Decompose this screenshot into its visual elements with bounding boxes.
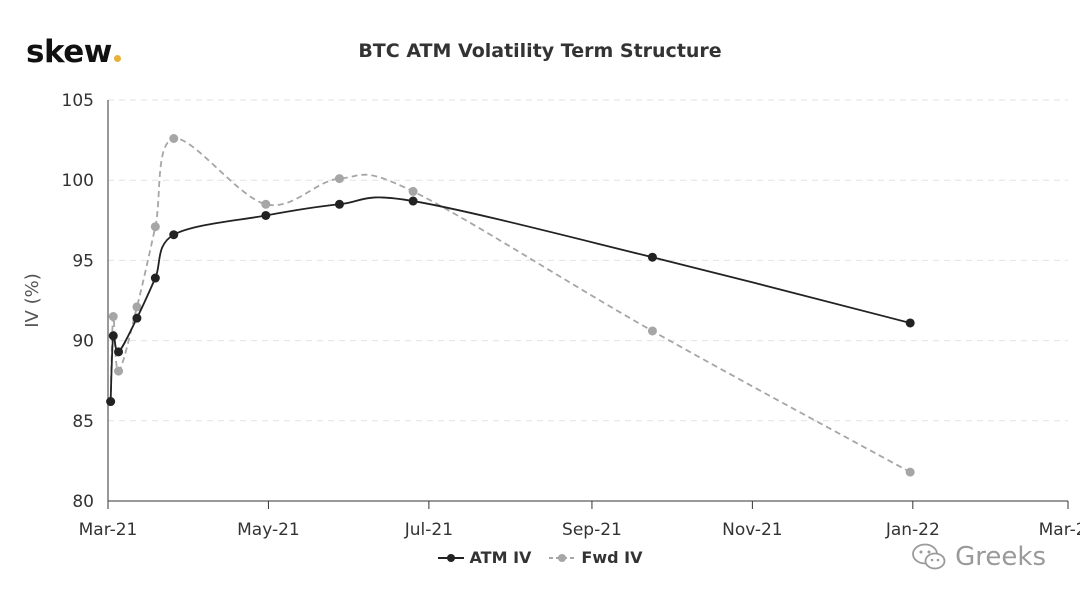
x-tick-label: Jul-21 [404,520,453,540]
y-tick-label: 90 [72,332,94,352]
data-point-fwd-iv [905,467,915,477]
data-point-fwd-iv [408,186,418,196]
data-point-atm-iv [905,318,915,328]
chart-legend: ATM IV Fwd IV [0,548,1080,567]
brand-logo: skew [26,34,121,70]
watermark: Greeks [911,542,1046,572]
x-tick-label: Jan-22 [885,520,940,540]
data-point-atm-iv [169,230,179,240]
x-tick-label: Mar-21 [79,520,138,540]
legend-label-atm-iv: ATM IV [469,548,532,567]
wechat-icon [912,543,946,570]
y-tick-label: 105 [62,91,94,111]
data-point-fwd-iv [647,326,657,336]
chart-title: BTC ATM Volatility Term Structure [358,40,722,62]
x-tick-label: Nov-21 [722,520,783,540]
data-point-fwd-iv [334,174,344,184]
data-point-atm-iv [150,273,160,283]
x-tick-label: Mar-22 [1039,520,1080,540]
data-point-atm-iv [408,196,418,206]
data-point-fwd-iv [108,312,118,322]
y-tick-label: 95 [72,251,94,271]
y-tick-label: 80 [72,492,94,512]
y-tick-label: 100 [62,171,94,191]
x-tick-label: Sep-21 [562,520,622,540]
data-point-atm-iv [647,252,657,262]
legend-swatch-atm-iv [437,553,464,562]
legend-item-atm-iv[interactable]: ATM IV [437,548,532,567]
data-point-atm-iv [261,210,271,220]
data-point-atm-iv [132,313,142,323]
data-point-atm-iv [114,347,124,357]
watermark-text: Greeks [955,542,1046,572]
legend-item-fwd-iv[interactable]: Fwd IV [549,548,642,567]
data-point-fwd-iv [261,199,271,209]
x-tick-label: May-21 [237,520,300,540]
data-point-atm-iv [108,331,118,341]
y-tick-label: 85 [72,412,94,432]
legend-label-fwd-iv: Fwd IV [581,548,643,567]
brand-dot [113,55,121,62]
data-point-fwd-iv [169,133,179,143]
data-point-atm-iv [334,199,344,209]
series-line-fwd-iv [109,137,911,473]
data-point-fwd-iv [132,302,142,312]
legend-swatch-fwd-iv [549,553,576,562]
y-axis-title: IV (%) [22,273,43,328]
data-point-fwd-iv [150,222,160,232]
series-line-atm-iv [109,196,911,402]
brand-name: skew [26,34,112,70]
data-point-atm-iv [106,397,116,407]
data-point-fwd-iv [114,366,124,376]
